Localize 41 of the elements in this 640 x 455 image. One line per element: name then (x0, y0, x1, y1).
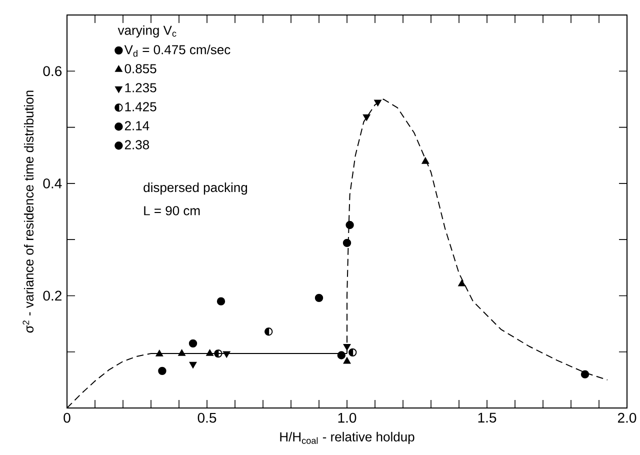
point (580, 370, 590, 378)
point (222, 351, 230, 358)
x-tick-label: 1.5 (478, 412, 496, 423)
legend-label: V$_{d}$ = 0.475 cm/sec (124, 44, 230, 57)
point (342, 238, 352, 248)
point (264, 328, 273, 336)
point (362, 114, 370, 121)
point (348, 348, 357, 357)
point (206, 349, 214, 356)
point (188, 339, 198, 348)
legend-label: 0.855 (124, 64, 156, 74)
legend-label: 1.235 (125, 83, 156, 92)
annotation: dispersed packing (144, 182, 248, 195)
x-tick-label: 2.0 (618, 412, 636, 423)
point (337, 351, 346, 360)
annotation: L = 90 cm (144, 206, 200, 216)
y-tick-label: 0.6 (43, 66, 62, 76)
x-tick-label: 0.5 (198, 412, 216, 423)
legend-title: varying V$_{c}$ (118, 25, 176, 38)
point (189, 362, 197, 368)
legend-label: 2.14 (124, 121, 150, 130)
point (458, 280, 466, 286)
x-tick-label: 1.0 (338, 412, 356, 423)
point (343, 357, 351, 364)
legend-label: 2.38 (124, 140, 150, 150)
point (158, 366, 166, 376)
point (214, 349, 222, 358)
legend-label: 1.425 (125, 102, 156, 112)
point (156, 350, 164, 356)
x-tick-label: 0 (64, 412, 70, 423)
point (216, 297, 226, 306)
point (314, 294, 324, 302)
x-axis-title: H/H$_{coal}$ - relative holdup (280, 432, 414, 444)
y-axis-title: σ$^{2}$ - variance of residence time distribution (22, 90, 34, 333)
point (343, 344, 351, 350)
point (374, 100, 382, 106)
y-tick-label: 0.4 (43, 178, 62, 188)
point (346, 220, 354, 230)
point (422, 157, 430, 164)
y-tick-label: 0.2 (43, 290, 62, 301)
point (178, 349, 186, 356)
